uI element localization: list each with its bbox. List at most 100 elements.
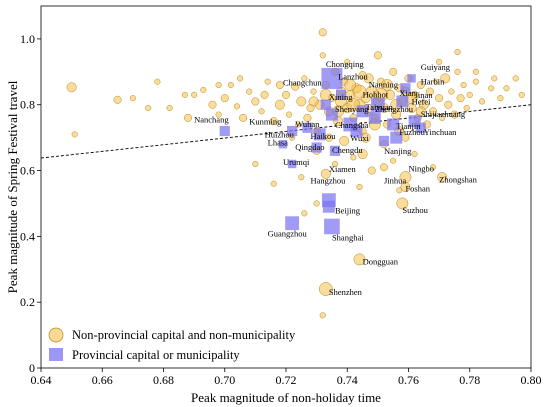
legend-label-capital: Provincial capital or municipality	[72, 348, 240, 362]
city-point-circle	[258, 108, 265, 115]
city-label: Wuxi	[350, 133, 369, 143]
city-point-square	[350, 125, 363, 138]
city-label: Jinhua	[384, 175, 406, 185]
city-point-circle	[444, 100, 453, 109]
city-point-circle	[357, 149, 368, 160]
city-label: Kunming	[249, 116, 282, 126]
city-point-circle	[286, 111, 293, 118]
city-label: Wuhan	[295, 119, 320, 129]
city-point-circle	[429, 107, 437, 116]
city-label: Jinan	[415, 90, 434, 100]
city-point-circle	[269, 117, 278, 126]
city-point-circle	[310, 88, 317, 95]
city-point-circle	[352, 84, 367, 99]
city-point-square	[302, 122, 313, 133]
non-capital-points	[66, 28, 525, 319]
city-point-circle	[331, 160, 339, 168]
city-point-circle	[291, 82, 300, 91]
city-point-square	[311, 142, 322, 153]
city-label: Zhengzhou	[375, 104, 414, 114]
city-point-circle	[191, 91, 198, 98]
city-point-circle	[252, 160, 259, 168]
city-point-circle	[450, 110, 459, 119]
city-label: Ningbo	[409, 164, 435, 174]
city-point-circle	[308, 96, 319, 107]
trend-line-group	[40, 104, 532, 159]
city-label: Changsha	[335, 120, 369, 130]
city-label: Guangzhou	[268, 229, 308, 239]
x-tick-label: 0.70	[214, 373, 235, 387]
city-point-circle	[260, 90, 269, 99]
trend-line	[40, 104, 532, 159]
city-point-square	[387, 118, 400, 131]
y-tick-label: 0.6	[20, 164, 35, 178]
city-point-circle	[227, 81, 234, 89]
city-point-circle	[360, 132, 371, 143]
city-point-circle	[301, 75, 308, 82]
city-point-circle	[344, 58, 351, 65]
city-point-square	[324, 218, 340, 235]
x-tick-label: 0.66	[92, 373, 113, 387]
city-point-circle	[215, 111, 222, 118]
city-point-circle	[66, 82, 77, 93]
city-point-circle	[448, 88, 455, 95]
city-point-circle	[264, 78, 271, 85]
city-label: Dongguan	[363, 257, 399, 267]
x-tick-label: 0.78	[459, 373, 480, 387]
city-label: Xiamen	[329, 164, 357, 174]
city-point-circle	[184, 113, 192, 122]
city-point-circle	[472, 78, 479, 85]
city-label: Hohhot	[363, 89, 389, 99]
city-point-circle	[237, 75, 244, 82]
x-tick-label: 0.76	[398, 373, 419, 387]
city-label: Nanchang	[194, 114, 229, 124]
city-point-circle	[411, 151, 418, 158]
city-point-circle	[208, 100, 217, 109]
city-point-circle	[380, 163, 388, 172]
city-point-circle	[456, 94, 465, 103]
city-point-circle	[246, 88, 253, 95]
city-label: Xining	[329, 92, 353, 102]
city-label: Nanjing	[384, 146, 412, 156]
city-label: Suzhou	[402, 205, 428, 215]
city-label: Shijiazhuang	[421, 109, 466, 119]
city-point-circle	[363, 73, 374, 84]
city-point-square	[368, 111, 381, 124]
city-point-circle	[503, 85, 510, 92]
y-tick-label: 0.4	[20, 229, 35, 243]
city-point-circle	[319, 312, 326, 319]
city-point-circle	[71, 131, 78, 138]
city-point-circle	[129, 95, 136, 102]
city-point-circle	[344, 79, 357, 91]
city-point-circle	[339, 135, 350, 146]
city-point-circle	[301, 210, 308, 217]
city-point-circle	[433, 78, 440, 85]
city-label: Hefei	[412, 97, 432, 107]
city-point-circle	[466, 91, 473, 98]
city-point-circle	[396, 197, 409, 210]
city-point-square	[336, 89, 347, 100]
city-point-circle	[460, 81, 467, 89]
city-label: Yinchuan	[424, 127, 457, 137]
city-point-square	[287, 125, 298, 137]
legend: Non-provincial capital and non-municipal…	[48, 327, 296, 362]
city-point-circle	[518, 91, 525, 98]
city-point-circle	[439, 114, 446, 121]
city-point-circle	[429, 164, 437, 171]
city-point-circle	[491, 75, 498, 82]
city-label: Chongqing	[326, 59, 365, 69]
city-point-circle	[318, 28, 327, 37]
city-label: Lhasa	[268, 138, 289, 148]
city-point-square	[390, 131, 403, 144]
city-point-circle	[166, 104, 173, 112]
city-point-circle	[497, 95, 504, 102]
city-label: Fuzhou	[399, 127, 425, 137]
city-point-circle	[350, 154, 357, 161]
city-label: Qingdao	[295, 142, 324, 152]
city-point-circle	[425, 87, 434, 96]
city-point-circle	[356, 183, 363, 191]
city-label: Shanghai	[332, 232, 364, 242]
city-point-circle	[298, 174, 305, 181]
city-point-circle	[251, 97, 260, 106]
city-point-circle	[454, 68, 461, 75]
